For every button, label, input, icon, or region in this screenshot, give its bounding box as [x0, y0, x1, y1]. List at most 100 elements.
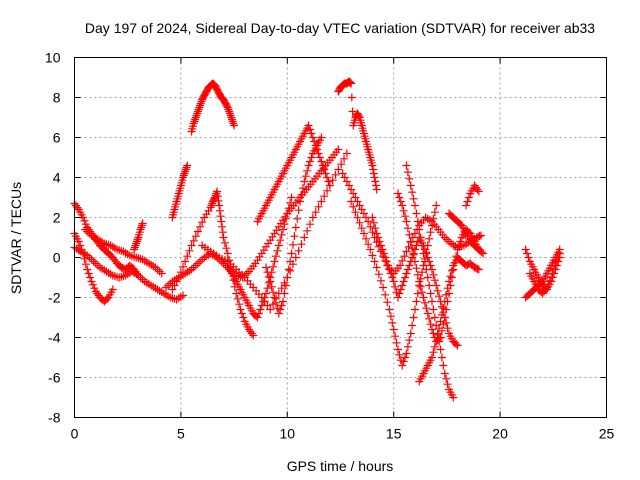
data-point [193, 259, 202, 268]
data-point [544, 280, 553, 289]
data-point [196, 101, 205, 110]
data-point [274, 309, 283, 318]
data-point [219, 233, 228, 242]
data-point [521, 245, 530, 254]
data-point [419, 249, 428, 258]
data-point [405, 261, 414, 270]
data-point [317, 157, 326, 166]
data-point [547, 273, 556, 282]
data-point [215, 201, 224, 210]
data-point [170, 281, 179, 290]
data-point [253, 313, 262, 322]
data-point [235, 300, 244, 309]
data-point [274, 241, 283, 250]
data-point [413, 289, 422, 298]
data-point [342, 177, 351, 186]
data-point [389, 325, 398, 334]
data-point [284, 265, 293, 274]
data-point [463, 197, 472, 206]
data-point [337, 160, 346, 169]
data-point [374, 233, 383, 242]
x-tick-label: 15 [386, 426, 402, 442]
data-point [474, 265, 483, 274]
data-point [453, 245, 462, 254]
x-tick-label: 5 [177, 426, 185, 442]
y-tick-label: 10 [45, 50, 61, 66]
data-point [130, 243, 139, 252]
data-point [193, 227, 202, 236]
data-point [257, 301, 266, 310]
data-point [452, 340, 461, 349]
data-point [398, 281, 407, 290]
data-point [308, 213, 317, 222]
data-point [385, 305, 394, 314]
data-point [415, 277, 424, 286]
data-point [237, 309, 246, 318]
data-point [181, 257, 190, 266]
data-point [181, 165, 190, 174]
data-point [420, 298, 429, 307]
data-point [334, 145, 343, 154]
data-point [406, 181, 415, 190]
data-point [300, 177, 309, 186]
axis-layer: 0 5 10 15 20 25 -8 -6 -4 -2 0 2 4 6 8 10 [45, 50, 615, 442]
data-point [443, 380, 452, 389]
data-point [426, 261, 435, 270]
data-point [308, 133, 317, 142]
y-axis-label: SDTVAR / TECUs [8, 182, 24, 294]
data-point [429, 270, 438, 279]
data-point [138, 219, 147, 228]
data-point [366, 222, 375, 231]
data-point [325, 181, 334, 190]
data-point [320, 192, 329, 201]
data-point [266, 277, 275, 286]
data-point [191, 115, 200, 124]
data-point [198, 218, 207, 227]
data-point [413, 270, 422, 279]
data-point [291, 253, 300, 262]
data-point [423, 309, 432, 318]
data-point [393, 345, 402, 354]
data-point [346, 78, 355, 87]
data-point [132, 237, 141, 246]
data-point [409, 194, 418, 203]
data-point [408, 321, 417, 330]
y-tick-label: -4 [48, 330, 61, 346]
data-point [90, 284, 99, 293]
data-point [174, 273, 183, 282]
data-point [304, 121, 313, 130]
data-point [179, 173, 188, 182]
data-point [405, 336, 414, 345]
data-point [428, 297, 437, 306]
data-point [223, 249, 232, 258]
data-point [430, 313, 439, 322]
x-axis-label: GPS time / hours [287, 458, 394, 474]
data-point [403, 168, 412, 177]
data-point [351, 208, 360, 217]
data-point [191, 113, 200, 122]
data-point [345, 181, 354, 190]
data-point [388, 273, 397, 282]
data-point [437, 353, 446, 362]
data-point [426, 228, 435, 237]
data-point [249, 331, 258, 340]
data-point [368, 228, 377, 237]
data-point [286, 257, 295, 266]
data-point [340, 154, 349, 163]
data-point [403, 342, 412, 351]
data-point [228, 117, 237, 126]
y-tick-label: 0 [53, 250, 61, 266]
data-point [384, 261, 393, 270]
data-point [446, 272, 455, 281]
data-point [408, 188, 417, 197]
data-point [425, 314, 434, 323]
data-point [185, 246, 194, 255]
data-point [239, 313, 248, 322]
data-point [410, 201, 419, 210]
data-point [419, 293, 428, 302]
data-point [386, 269, 395, 278]
data-point [320, 165, 329, 174]
data-point [347, 93, 356, 102]
data-point [328, 176, 337, 185]
data-point [284, 204, 293, 213]
